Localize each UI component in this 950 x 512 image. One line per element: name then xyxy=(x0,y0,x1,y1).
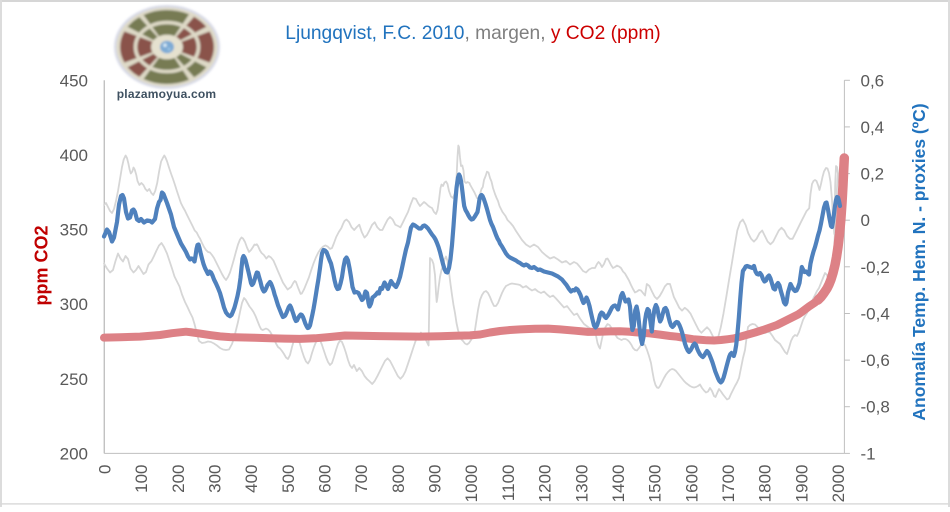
svg-text:900: 900 xyxy=(426,465,445,493)
svg-text:1400: 1400 xyxy=(609,465,628,503)
svg-text:1800: 1800 xyxy=(756,465,775,503)
svg-text:2000: 2000 xyxy=(829,465,848,503)
svg-text:0: 0 xyxy=(96,465,115,474)
svg-text:-0,6: -0,6 xyxy=(861,351,890,370)
svg-text:-1: -1 xyxy=(861,444,876,463)
svg-text:1500: 1500 xyxy=(646,465,665,503)
svg-text:1600: 1600 xyxy=(682,465,701,503)
svg-text:0,2: 0,2 xyxy=(861,165,885,184)
svg-text:-0,8: -0,8 xyxy=(861,398,890,417)
svg-text:800: 800 xyxy=(389,465,408,493)
svg-text:400: 400 xyxy=(242,465,261,493)
svg-text:400: 400 xyxy=(60,146,88,165)
svg-text:1200: 1200 xyxy=(536,465,555,503)
svg-text:1900: 1900 xyxy=(792,465,811,503)
svg-text:0,6: 0,6 xyxy=(861,71,885,90)
svg-text:1000: 1000 xyxy=(462,465,481,503)
svg-text:300: 300 xyxy=(60,295,88,314)
svg-text:Anomalía Temp. Hem. N. - proxi: Anomalía Temp. Hem. N. - proxies (ºC) xyxy=(909,103,929,420)
svg-text:600: 600 xyxy=(316,465,335,493)
svg-text:plazamoyua.com: plazamoyua.com xyxy=(117,87,217,101)
svg-text:-0,4: -0,4 xyxy=(861,305,890,324)
svg-text:0: 0 xyxy=(861,211,870,230)
svg-text:1700: 1700 xyxy=(719,465,738,503)
svg-text:300: 300 xyxy=(206,465,225,493)
svg-text:350: 350 xyxy=(60,221,88,240)
svg-text:1100: 1100 xyxy=(499,465,518,502)
svg-text:100: 100 xyxy=(132,465,151,493)
svg-text:250: 250 xyxy=(60,370,88,389)
svg-text:0,4: 0,4 xyxy=(861,118,885,137)
svg-text:200: 200 xyxy=(60,444,88,463)
svg-text:1300: 1300 xyxy=(572,465,591,503)
svg-text:Ljungqvist, F.C. 2010, margen: Ljungqvist, F.C. 2010, margen, y CO2 (pp… xyxy=(285,23,660,44)
svg-text:200: 200 xyxy=(169,465,188,493)
svg-text:450: 450 xyxy=(60,71,88,90)
svg-text:ppm CO2: ppm CO2 xyxy=(32,225,52,305)
svg-text:700: 700 xyxy=(352,465,371,493)
svg-text:-0,2: -0,2 xyxy=(861,258,890,277)
svg-text:500: 500 xyxy=(279,465,298,493)
